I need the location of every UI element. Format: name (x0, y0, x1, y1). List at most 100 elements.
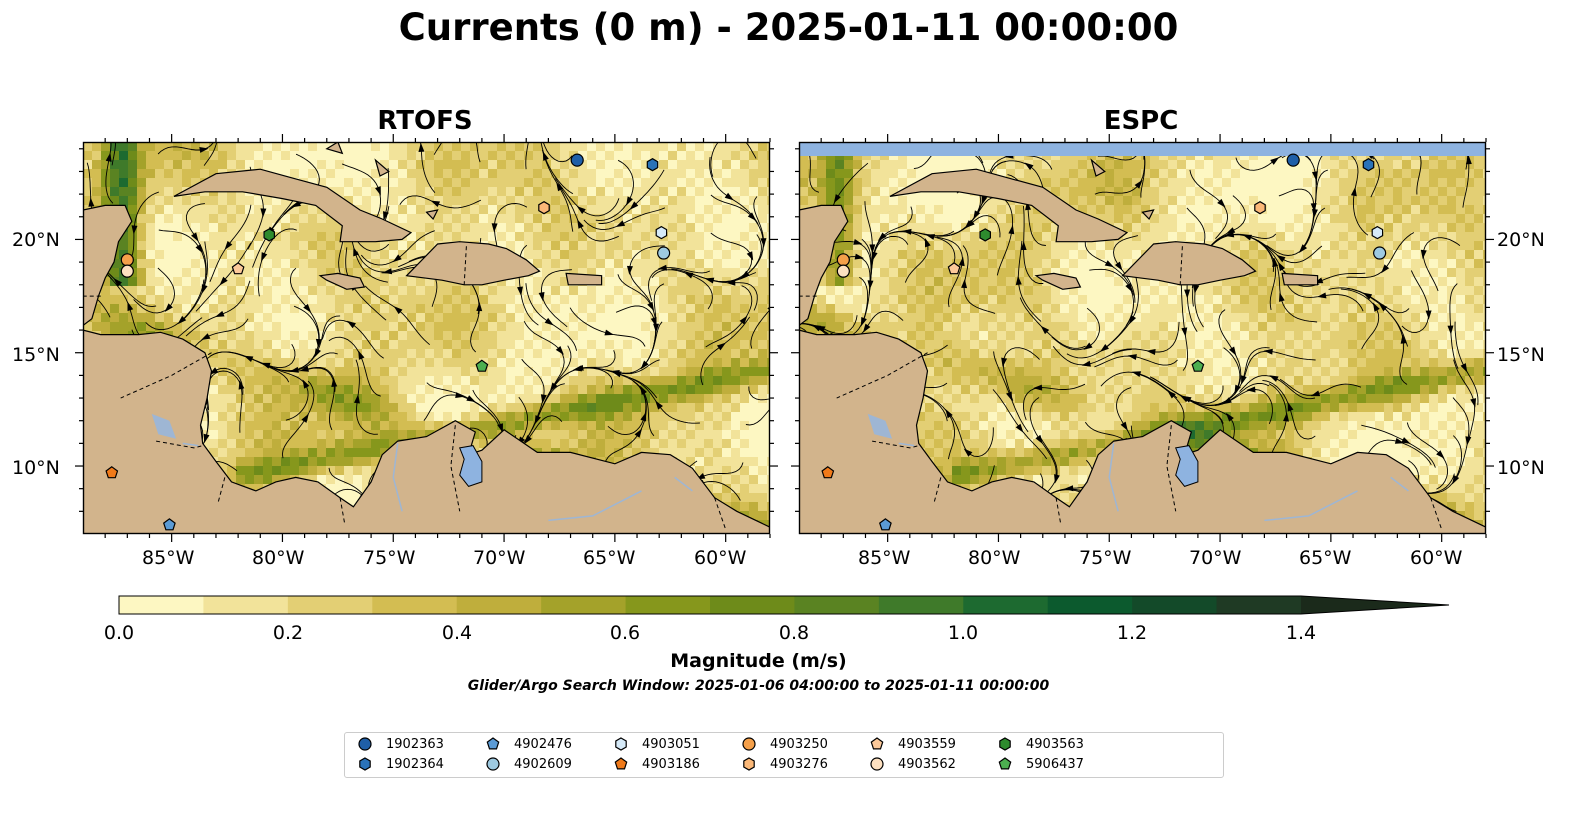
colorbar-outline (118, 595, 1450, 615)
lat-tick-left-15n: 15°N (12, 344, 60, 366)
lat-tick-left-20n: 20°N (12, 229, 60, 251)
land-central-south-america (83, 329, 770, 534)
lake-maracaibo (1175, 445, 1199, 487)
float-marker-4902609 (657, 246, 671, 260)
legend-label: 4903562 (898, 756, 956, 772)
land-hispaniola (405, 241, 541, 286)
float-marker-4903250 (836, 253, 850, 267)
country-borders (83, 246, 727, 530)
colorbar-tick-0-6: 0.6 (609, 622, 641, 644)
lat-tick-right-20n: 20°N (1497, 229, 1545, 251)
float-marker-1902363 (570, 153, 584, 167)
figure-title: Currents (0 m) - 2025-01-11 00:00:00 (398, 6, 1179, 49)
legend-marker-4903276 (743, 757, 755, 771)
float-marker-4903276 (538, 201, 550, 215)
land-puerto-rico (1281, 272, 1319, 286)
land-central-south-america (799, 329, 1486, 534)
legend-marker-4903250 (742, 737, 756, 751)
colorbar-extend-arrow (1301, 596, 1449, 614)
float-marker-1902364 (1362, 158, 1375, 172)
colorbar-segment (1047, 596, 1133, 614)
lon-tick-right-85w: 85°W (858, 547, 911, 569)
lon-tick-left-70w: 70°W (473, 547, 526, 569)
lon-tick-right-75w: 75°W (1079, 547, 1132, 569)
float-marker-4903051 (1371, 225, 1384, 240)
map-panel-rtofs[interactable] (75, 134, 778, 542)
no-data-band (799, 142, 1486, 156)
legend-label: 4903250 (770, 736, 828, 752)
colorbar-segment (794, 596, 880, 614)
land-jamaica (1034, 272, 1082, 290)
float-marker-4903186 (821, 466, 835, 479)
legend-label: 4903051 (642, 736, 700, 752)
lake-nicaragua (867, 413, 893, 439)
legend-marker-1902363 (358, 737, 372, 751)
colorbar-tick-0-0: 0.0 (103, 622, 135, 644)
legend-label: 4903563 (1026, 736, 1084, 752)
land-yucatan (83, 204, 133, 327)
legend-item-5906437: 5906437 (997, 756, 1084, 772)
colorbar-segment (963, 596, 1049, 614)
lon-tick-right-65w: 65°W (1299, 547, 1352, 569)
float-legend: 1902363 1902364 4902476 4902609 4903051 49031… (344, 732, 1224, 778)
colorbar-segment (456, 596, 542, 614)
legend-label: 4903186 (642, 756, 700, 772)
land-jamaica (318, 272, 366, 290)
legend-marker-4903559 (870, 737, 884, 750)
legend-item-4902476: 4902476 (485, 736, 572, 752)
float-marker-1902363 (1286, 153, 1300, 167)
land-bahamas-1 (374, 158, 390, 177)
panel-title-espc: ESPC (1103, 106, 1179, 136)
panel-title-rtofs: RTOFS (377, 106, 473, 136)
legend-label: 4903559 (898, 736, 956, 752)
lon-tick-right-80w: 80°W (968, 547, 1021, 569)
colorbar-segment (710, 596, 795, 614)
land-puerto-rico (565, 272, 603, 286)
float-marker-1902364 (646, 158, 659, 172)
colorbar-tick-0-8: 0.8 (778, 622, 810, 644)
float-marker-4902476 (162, 518, 176, 531)
float-marker-4903051 (655, 225, 668, 240)
colorbar-tick-1-4: 1.4 (1285, 622, 1317, 644)
legend-marker-4902476 (486, 737, 500, 750)
legend-item-4902609: 4902609 (485, 756, 572, 772)
colorbar-label: Magnitude (m/s) (670, 650, 847, 672)
map-panel-espc[interactable] (791, 134, 1494, 542)
legend-item-4903250: 4903250 (741, 736, 828, 752)
float-marker-4903562 (120, 264, 134, 278)
lat-tick-right-10n: 10°N (1497, 457, 1545, 479)
float-marker-5906437 (1191, 359, 1205, 372)
float-marker-4903186 (105, 466, 119, 479)
colorbar-segment (541, 596, 627, 614)
legend-label: 4902609 (514, 756, 572, 772)
land-bahamas-2 (1141, 209, 1155, 221)
lat-tick-left-10n: 10°N (12, 457, 60, 479)
colorbar-tick-1-2: 1.2 (1116, 622, 1148, 644)
legend-label: 5906437 (1026, 756, 1084, 772)
lon-tick-right-70w: 70°W (1189, 547, 1242, 569)
rivers (898, 442, 1409, 522)
legend-item-4903559: 4903559 (869, 736, 956, 752)
colorbar-segment (287, 596, 373, 614)
land-bahamas-2 (425, 209, 439, 221)
legend-item-4903051: 4903051 (613, 736, 700, 752)
colorbar-tick-1-0: 1.0 (947, 622, 979, 644)
float-marker-4903559 (947, 262, 961, 275)
legend-marker-4903563 (999, 737, 1011, 751)
legend-marker-4903562 (870, 757, 884, 771)
legend-item-1902364: 1902364 (357, 756, 444, 772)
lon-tick-right-60w: 60°W (1410, 547, 1463, 569)
legend-marker-4903186 (614, 757, 628, 770)
legend-label: 1902364 (386, 756, 444, 772)
colorbar-segment (119, 596, 204, 614)
country-borders (799, 246, 1443, 530)
colorbar-segment (203, 596, 289, 614)
map-espc-frame (798, 141, 1487, 535)
legend-label: 4902476 (514, 736, 572, 752)
land-hispaniola (1121, 241, 1257, 286)
colorbar-segment (1216, 596, 1302, 614)
lon-tick-left-75w: 75°W (363, 547, 416, 569)
float-marker-4903559 (231, 262, 245, 275)
lon-tick-left-65w: 65°W (583, 547, 636, 569)
float-marker-4903563 (263, 228, 275, 242)
